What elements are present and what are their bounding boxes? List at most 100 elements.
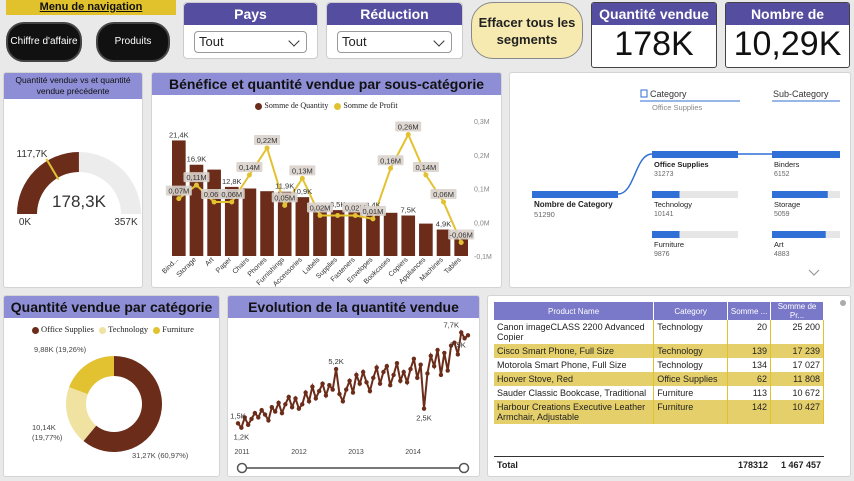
quantity-point[interactable] — [357, 381, 362, 386]
quantity-point[interactable] — [293, 396, 298, 401]
qty-bar[interactable] — [383, 212, 398, 256]
quantity-point[interactable] — [445, 368, 450, 373]
quantity-point[interactable] — [333, 366, 339, 372]
pays-dropdown[interactable]: Tout — [194, 31, 307, 53]
decomp-col2-header[interactable]: Sub-Category — [773, 89, 829, 99]
col-somme-qty[interactable]: Somme ... — [727, 302, 772, 320]
quantity-point[interactable] — [256, 415, 261, 420]
quantity-point[interactable] — [459, 330, 464, 335]
profit-point[interactable] — [176, 196, 182, 202]
decomp-col1-header[interactable]: Category — [650, 89, 687, 99]
col-product-name[interactable]: Product Name — [494, 302, 655, 320]
qty-bar[interactable] — [295, 197, 310, 256]
quantity-point[interactable] — [404, 380, 410, 385]
quantity-point[interactable] — [408, 366, 413, 372]
quantity-point[interactable] — [310, 384, 315, 389]
qty-bar[interactable] — [277, 191, 292, 256]
table-row[interactable]: Sauder Classic Bookcase, Traditional Furn… — [494, 386, 824, 400]
donut-slice[interactable] — [83, 356, 163, 452]
profit-point[interactable] — [299, 175, 305, 181]
quantity-point[interactable] — [249, 416, 254, 422]
quantity-point[interactable] — [364, 380, 369, 385]
quantity-point[interactable] — [455, 352, 461, 357]
nav-chiffre-affaire-button[interactable]: Chiffre d'affaire — [6, 22, 82, 62]
profit-point[interactable] — [370, 216, 376, 222]
nav-produits-button[interactable]: Produits — [96, 22, 170, 62]
quantity-point[interactable] — [306, 399, 312, 404]
qty-bar[interactable] — [436, 229, 451, 256]
donut-slice[interactable] — [69, 356, 114, 395]
profit-point[interactable] — [246, 172, 252, 178]
quantity-point[interactable] — [384, 363, 390, 369]
time-range-slider-end-handle[interactable] — [458, 462, 470, 474]
quantity-point[interactable] — [350, 390, 356, 395]
quantity-point[interactable] — [438, 372, 444, 378]
profit-point[interactable] — [193, 182, 199, 188]
quantity-point[interactable] — [421, 406, 427, 411]
quantity-point[interactable] — [431, 363, 437, 369]
quantity-point[interactable] — [289, 405, 295, 410]
chevron-down-icon[interactable] — [808, 269, 820, 276]
qty-bar[interactable] — [348, 211, 363, 256]
quantity-point[interactable] — [347, 378, 352, 383]
col-category[interactable]: Category — [653, 302, 729, 320]
qty-bar[interactable] — [242, 188, 257, 257]
decomp-sub-bar[interactable] — [772, 151, 840, 158]
quantity-point[interactable] — [435, 347, 440, 353]
qty-bar[interactable] — [330, 210, 345, 256]
quantity-point[interactable] — [235, 421, 241, 426]
quantity-point[interactable] — [418, 362, 423, 367]
quantity-point[interactable] — [320, 381, 325, 386]
quantity-point[interactable] — [448, 343, 454, 348]
quantity-point[interactable] — [360, 369, 366, 375]
table-row[interactable]: Cisco Smart Phone, Full Size Technology 13… — [494, 344, 824, 358]
decomp-category-bar[interactable] — [652, 191, 680, 198]
col-somme-profit[interactable]: Somme de Pr... — [770, 302, 824, 320]
clear-segments-button[interactable]: Effacer tous les segments — [471, 2, 583, 59]
time-range-slider-start-handle[interactable] — [236, 462, 248, 474]
qty-bar[interactable] — [207, 169, 221, 256]
quantity-point[interactable] — [276, 400, 281, 405]
table-scrollbar[interactable] — [840, 300, 846, 306]
quantity-point[interactable] — [428, 353, 433, 359]
quantity-point[interactable] — [415, 375, 420, 381]
decomp-sub-bar[interactable] — [772, 231, 826, 238]
table-row[interactable]: Canon imageCLASS 2200 Advanced Copier Tec… — [494, 320, 824, 344]
qty-bar[interactable] — [260, 191, 274, 256]
quantity-point[interactable] — [279, 410, 285, 416]
quantity-point[interactable] — [242, 415, 247, 420]
profit-point[interactable] — [335, 213, 341, 218]
profit-point[interactable] — [264, 145, 270, 151]
quantity-point[interactable] — [344, 387, 349, 392]
quantity-point[interactable] — [262, 412, 268, 417]
quantity-point[interactable] — [323, 393, 329, 398]
quantity-point[interactable] — [462, 336, 467, 341]
table-row[interactable]: Hoover Stove, Red Office Supplies 62 11 808 — [494, 372, 824, 386]
profit-point[interactable] — [352, 213, 358, 218]
quantity-point[interactable] — [398, 378, 403, 383]
quantity-point[interactable] — [381, 369, 386, 375]
quantity-point[interactable] — [239, 425, 244, 430]
profit-point[interactable] — [441, 199, 447, 205]
quantity-point[interactable] — [425, 371, 430, 376]
quantity-point[interactable] — [371, 375, 376, 381]
qty-bar[interactable] — [401, 215, 416, 257]
quantity-point[interactable] — [394, 361, 400, 366]
table-row[interactable]: Harbour Creations Executive Leather Armc… — [494, 400, 824, 424]
quantity-point[interactable] — [330, 387, 335, 392]
quantity-point[interactable] — [377, 381, 383, 386]
quantity-point[interactable] — [296, 406, 302, 411]
quantity-point[interactable] — [327, 383, 332, 388]
quantity-point[interactable] — [300, 402, 305, 407]
quantity-point[interactable] — [316, 388, 322, 394]
quantity-point[interactable] — [452, 340, 457, 345]
quantity-point[interactable] — [367, 388, 373, 394]
profit-point[interactable] — [229, 199, 235, 205]
qty-bar[interactable] — [224, 186, 239, 256]
profit-point[interactable] — [388, 165, 394, 171]
quantity-point[interactable] — [259, 407, 264, 413]
reduction-dropdown[interactable]: Tout — [337, 31, 452, 53]
quantity-point[interactable] — [340, 399, 346, 404]
quantity-point[interactable] — [273, 409, 278, 414]
quantity-point[interactable] — [465, 333, 471, 338]
